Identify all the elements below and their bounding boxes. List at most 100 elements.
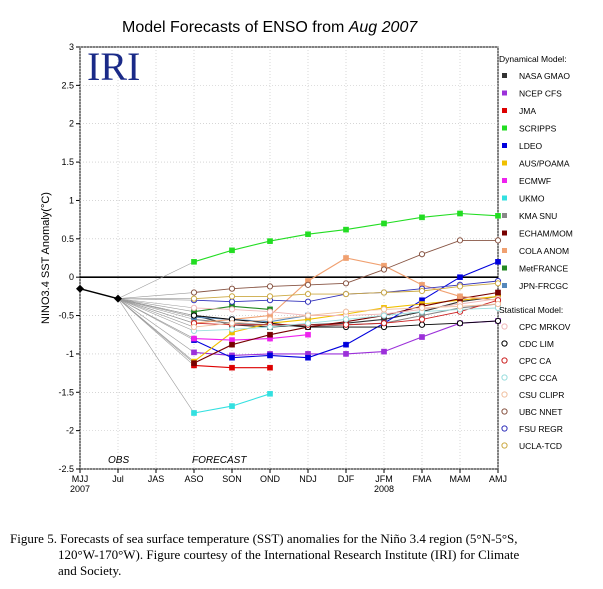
y-tick-label: -1.5 [58,387,74,397]
title-date: Aug 2007 [348,19,419,36]
connector-line [117,298,195,328]
x-tick-label: FMA [413,474,432,484]
svg-text:Model Forecasts of ENSO from A: Model Forecasts of ENSO from Aug 2007 [122,19,418,36]
legend-label: FSU REGR [519,424,563,434]
connector-line [117,298,195,414]
connector-line [117,298,195,320]
data-point [228,285,236,292]
legend-marker [502,195,507,201]
x-tick-label: SON [222,474,242,484]
x-tick-label: OND [260,474,281,484]
legend-marker [501,408,508,415]
iri-logo: IRI [87,44,140,89]
data-point [342,280,350,287]
y-tick-label: -0.5 [58,311,74,321]
data-point [418,251,426,258]
data-point [191,360,197,366]
x-tick-labels: MJJ Jul JAS ASO SON OND NDJ DJF JFM FMA MAM AMJ 2007… [70,474,507,494]
forecast-label: FORECAST [192,455,247,466]
data-point [343,226,349,233]
legend-label: CSU CLIPR [519,390,564,400]
legend-label: COLA ANOM [519,246,569,256]
y-tick-label: -1 [66,349,74,359]
connector-line [117,298,195,316]
legend-marker [501,425,508,432]
data-point [456,283,464,290]
data-point [380,289,388,296]
data-point [228,320,236,327]
x-tick-label: JAS [148,474,165,484]
y-tick-label: 2 [69,119,74,129]
data-point [266,323,274,331]
x-tick-label: DJF [338,474,355,484]
legend-marker [502,213,507,218]
data-point [267,238,273,244]
series-line [193,314,309,323]
data-point [266,316,274,323]
obs-label: OBS [108,455,129,466]
data-point [304,290,312,298]
observed-line [79,288,119,300]
data-point [191,349,197,356]
y-tick-label: 1.5 [61,157,74,167]
data-point [304,320,312,327]
data-point [343,255,349,261]
legend-label: JPN-FRCGC [519,281,568,291]
legend-label: JMA [519,106,536,116]
connector-line [117,298,195,309]
x-tick-label: JFM [375,474,393,484]
legend-marker [502,73,507,78]
legend-marker [502,108,507,113]
data-point [266,308,274,315]
data-point [342,316,350,323]
legend-label: MetFRANCE [519,264,568,274]
data-point [380,320,388,327]
legend-marker [502,90,507,96]
y-tick-label: 3 [69,42,74,52]
connector-line [117,298,195,364]
data-point [190,312,198,319]
connector-line [117,298,195,353]
data-point [342,321,350,328]
data-point [229,247,235,254]
x-tick-label: ASO [184,474,203,484]
data-point [494,317,502,325]
y-tick-labels: 3 2.5 2 1.5 1 0.5 0 -0.5 -1 -1.5 -2 -2.5 [58,42,74,474]
data-point [380,312,388,319]
data-point [304,312,312,319]
data-point [342,308,350,315]
data-point [456,303,464,310]
data-point [494,237,502,244]
legend-label: CPC CA [519,356,551,366]
data-point [305,231,311,238]
y-tick-label: 0 [69,272,74,282]
data-point [495,289,501,296]
x-tick-label: AMJ [489,474,507,484]
data-point [380,306,388,313]
x-tick-label: Jul [112,474,124,484]
data-point [418,321,426,328]
data-point [190,323,198,331]
data-point [229,364,235,371]
data-point [229,341,235,348]
connector-line [117,298,195,339]
enso-forecast-chart: Model Forecasts of ENSO from Aug 2007 3 2… [40,19,573,494]
data-point [228,326,236,333]
legend-heading: Statistical Model: [499,305,563,315]
legend-label: ECHAM/MOM [519,229,573,239]
data-point [381,220,387,227]
legend-marker [502,178,507,183]
observed-point [114,294,122,303]
data-point [267,331,273,338]
figure-caption: Figure 5. Forecasts of sea surface tempe… [10,531,595,579]
caption-line-2: 120°W-170°W). Figure courtesy of the Int… [58,547,520,562]
data-point [191,410,197,416]
data-point [419,214,425,221]
data-point [418,304,426,311]
data-point [381,348,387,355]
legend-marker [501,357,508,364]
legend-heading: Dynamical Model: [499,54,567,64]
data-point [343,351,349,357]
legend-marker [502,230,507,236]
legend-label: KMA SNU [519,211,557,221]
